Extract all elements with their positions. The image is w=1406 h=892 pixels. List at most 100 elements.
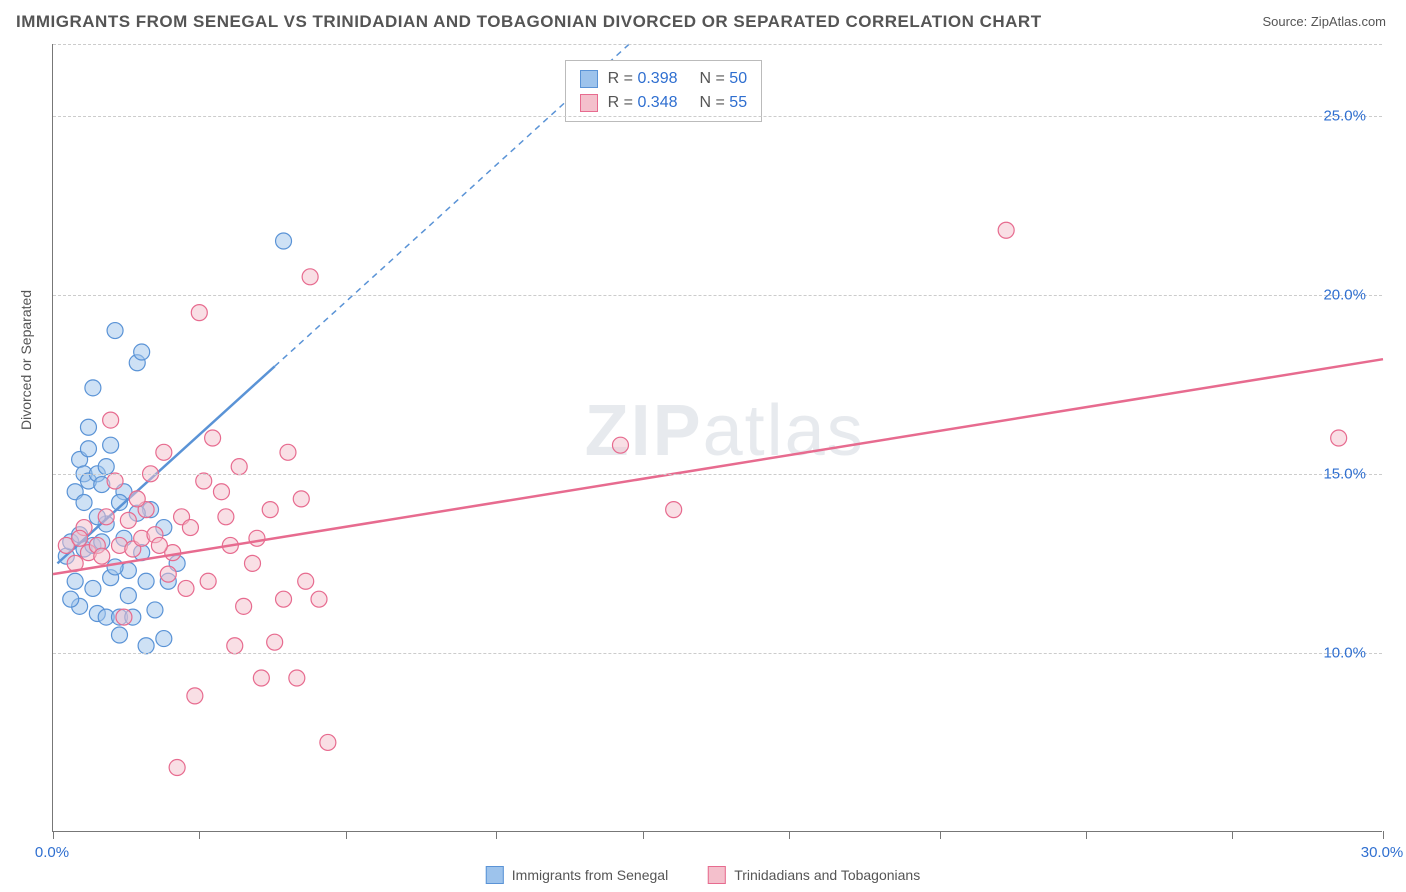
gridline-h [53, 653, 1382, 654]
data-point-trinidad [302, 269, 318, 285]
data-point-trinidad [262, 502, 278, 518]
data-point-trinidad [231, 459, 247, 475]
data-point-trinidad [213, 484, 229, 500]
x-tick [789, 831, 790, 839]
plot-svg [53, 44, 1382, 831]
data-point-trinidad [94, 548, 110, 564]
x-tick [643, 831, 644, 839]
y-tick-label: 25.0% [1323, 107, 1366, 124]
legend-stats: R = 0.398 N = 50 R = 0.348 N = 55 [565, 60, 762, 122]
data-point-senegal [107, 559, 123, 575]
data-point-trinidad [280, 444, 296, 460]
data-point-senegal [80, 441, 96, 457]
data-point-trinidad [267, 634, 283, 650]
data-point-trinidad [196, 473, 212, 489]
x-tick [199, 831, 200, 839]
gridline-h [53, 44, 1382, 45]
data-point-senegal [107, 323, 123, 339]
data-point-senegal [120, 588, 136, 604]
data-point-trinidad [205, 430, 221, 446]
data-point-senegal [112, 627, 128, 643]
data-point-trinidad [187, 688, 203, 704]
data-point-trinidad [160, 566, 176, 582]
chart-title: IMMIGRANTS FROM SENEGAL VS TRINIDADIAN A… [16, 12, 1042, 32]
data-point-trinidad [227, 638, 243, 654]
data-point-trinidad [156, 444, 172, 460]
x-tick [496, 831, 497, 839]
y-axis-label: Divorced or Separated [18, 290, 34, 430]
data-point-trinidad [200, 573, 216, 589]
data-point-trinidad [191, 305, 207, 321]
data-point-senegal [134, 344, 150, 360]
data-point-trinidad [311, 591, 327, 607]
data-point-trinidad [116, 609, 132, 625]
gridline-h [53, 116, 1382, 117]
x-tick [1232, 831, 1233, 839]
data-point-senegal [76, 494, 92, 510]
legend-stat-row: R = 0.398 N = 50 [580, 67, 747, 91]
data-point-senegal [63, 591, 79, 607]
x-tick [1383, 831, 1384, 839]
data-point-trinidad [129, 491, 145, 507]
swatch-icon [580, 70, 598, 88]
data-point-trinidad [98, 509, 114, 525]
data-point-trinidad [103, 412, 119, 428]
y-tick-label: 20.0% [1323, 286, 1366, 303]
y-tick-label: 15.0% [1323, 465, 1366, 482]
legend-label: Trinidadians and Tobagonians [734, 867, 920, 883]
data-point-trinidad [998, 222, 1014, 238]
legend-stat-row: R = 0.348 N = 55 [580, 91, 747, 115]
legend-label: Immigrants from Senegal [512, 867, 668, 883]
data-point-senegal [103, 437, 119, 453]
data-point-senegal [80, 419, 96, 435]
data-point-trinidad [236, 598, 252, 614]
data-point-senegal [147, 602, 163, 618]
data-point-senegal [67, 573, 83, 589]
data-point-trinidad [151, 537, 167, 553]
data-point-trinidad [612, 437, 628, 453]
stat-n-label: N = 50 [700, 67, 748, 91]
data-point-senegal [85, 380, 101, 396]
x-tick-label: 30.0% [1361, 844, 1404, 861]
data-point-senegal [138, 573, 154, 589]
data-point-trinidad [182, 520, 198, 536]
legend-item: Immigrants from Senegal [486, 866, 668, 884]
data-point-trinidad [245, 555, 261, 571]
data-point-senegal [156, 631, 172, 647]
x-tick [1086, 831, 1087, 839]
stat-n-label: N = 55 [700, 91, 748, 115]
gridline-h [53, 474, 1382, 475]
data-point-senegal [276, 233, 292, 249]
data-point-trinidad [120, 512, 136, 528]
data-point-trinidad [249, 530, 265, 546]
data-point-trinidad [666, 502, 682, 518]
x-tick [53, 831, 54, 839]
swatch-icon [580, 94, 598, 112]
data-point-senegal [138, 638, 154, 654]
data-point-trinidad [218, 509, 234, 525]
swatch-icon [486, 866, 504, 884]
legend-bottom: Immigrants from Senegal Trinidadians and … [486, 866, 920, 884]
gridline-h [53, 295, 1382, 296]
stat-r-label: R = 0.348 [608, 91, 678, 115]
stat-r-label: R = 0.398 [608, 67, 678, 91]
data-point-trinidad [276, 591, 292, 607]
x-tick-label: 0.0% [35, 844, 69, 861]
data-point-trinidad [289, 670, 305, 686]
data-point-trinidad [320, 734, 336, 750]
data-point-senegal [98, 459, 114, 475]
data-point-trinidad [107, 473, 123, 489]
source-label: Source: ZipAtlas.com [1262, 14, 1386, 29]
data-point-trinidad [293, 491, 309, 507]
y-tick-label: 10.0% [1323, 644, 1366, 661]
x-tick [940, 831, 941, 839]
legend-item: Trinidadians and Tobagonians [708, 866, 920, 884]
data-point-senegal [85, 580, 101, 596]
data-point-trinidad [298, 573, 314, 589]
data-point-trinidad [178, 580, 194, 596]
trendline-trinidad [53, 359, 1383, 574]
x-tick [346, 831, 347, 839]
data-point-trinidad [253, 670, 269, 686]
data-point-trinidad [169, 760, 185, 776]
data-point-trinidad [1331, 430, 1347, 446]
